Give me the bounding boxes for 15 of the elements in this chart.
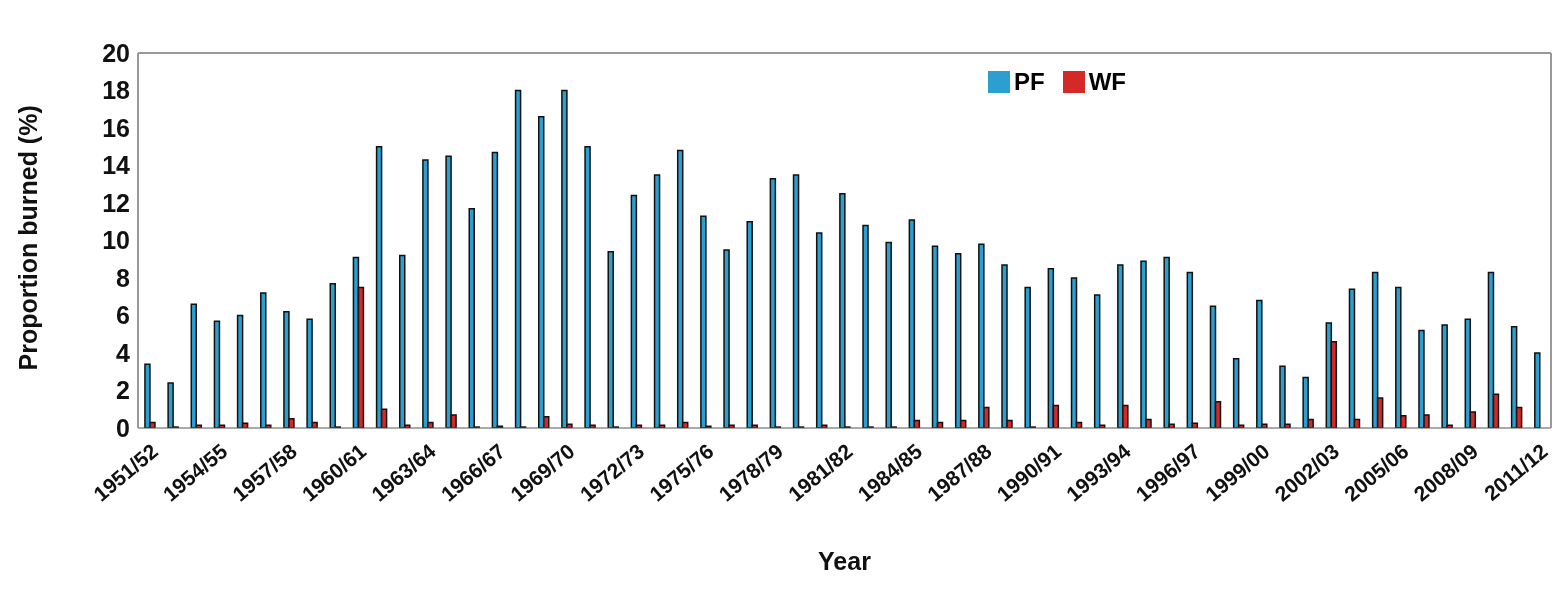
y-tick-label: 20 (102, 38, 130, 67)
y-tick-label: 2 (116, 376, 130, 405)
y-tick-label: 14 (102, 151, 131, 180)
y-tick-label: 6 (116, 301, 130, 330)
y-tick-label: 16 (102, 113, 130, 142)
y-tick-label: 18 (102, 76, 131, 105)
y-tick-label: 0 (116, 413, 130, 442)
legend-label: WF (1088, 68, 1126, 96)
y-tick-label: 8 (116, 263, 131, 292)
x-axis-title: Year (818, 547, 872, 575)
y-tick-label: 10 (102, 226, 130, 255)
y-tick-label: 12 (102, 188, 130, 217)
y-axis-title: Proportion burned (%) (13, 105, 42, 371)
legend-label: PF (1014, 68, 1045, 96)
y-tick-label: 4 (116, 338, 131, 367)
